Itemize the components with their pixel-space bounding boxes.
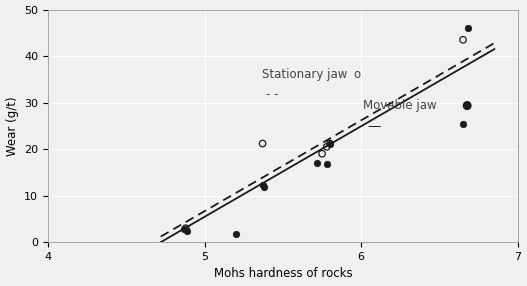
Point — [459, 37, 467, 42]
Y-axis label: Wear (g/t): Wear (g/t) — [6, 96, 18, 156]
Text: - -: - - — [267, 88, 279, 102]
Text: o: o — [354, 67, 360, 80]
Point — [313, 161, 321, 165]
Text: Stationary jaw: Stationary jaw — [262, 67, 347, 80]
Point — [232, 231, 240, 236]
Point — [326, 142, 334, 147]
Point — [323, 144, 331, 149]
Point — [318, 152, 326, 156]
Point — [260, 185, 268, 190]
Point — [258, 141, 267, 146]
Point — [459, 121, 467, 126]
Point — [180, 227, 189, 231]
Point — [323, 162, 331, 166]
X-axis label: Mohs hardness of rocks: Mohs hardness of rocks — [213, 267, 352, 281]
Point — [182, 226, 190, 231]
Point — [326, 141, 334, 146]
Text: Movable jaw: Movable jaw — [363, 99, 436, 112]
Point — [464, 26, 472, 30]
Point — [258, 183, 267, 188]
Point — [183, 228, 192, 233]
Text: —: — — [367, 120, 380, 133]
Text: ●: ● — [462, 99, 472, 112]
